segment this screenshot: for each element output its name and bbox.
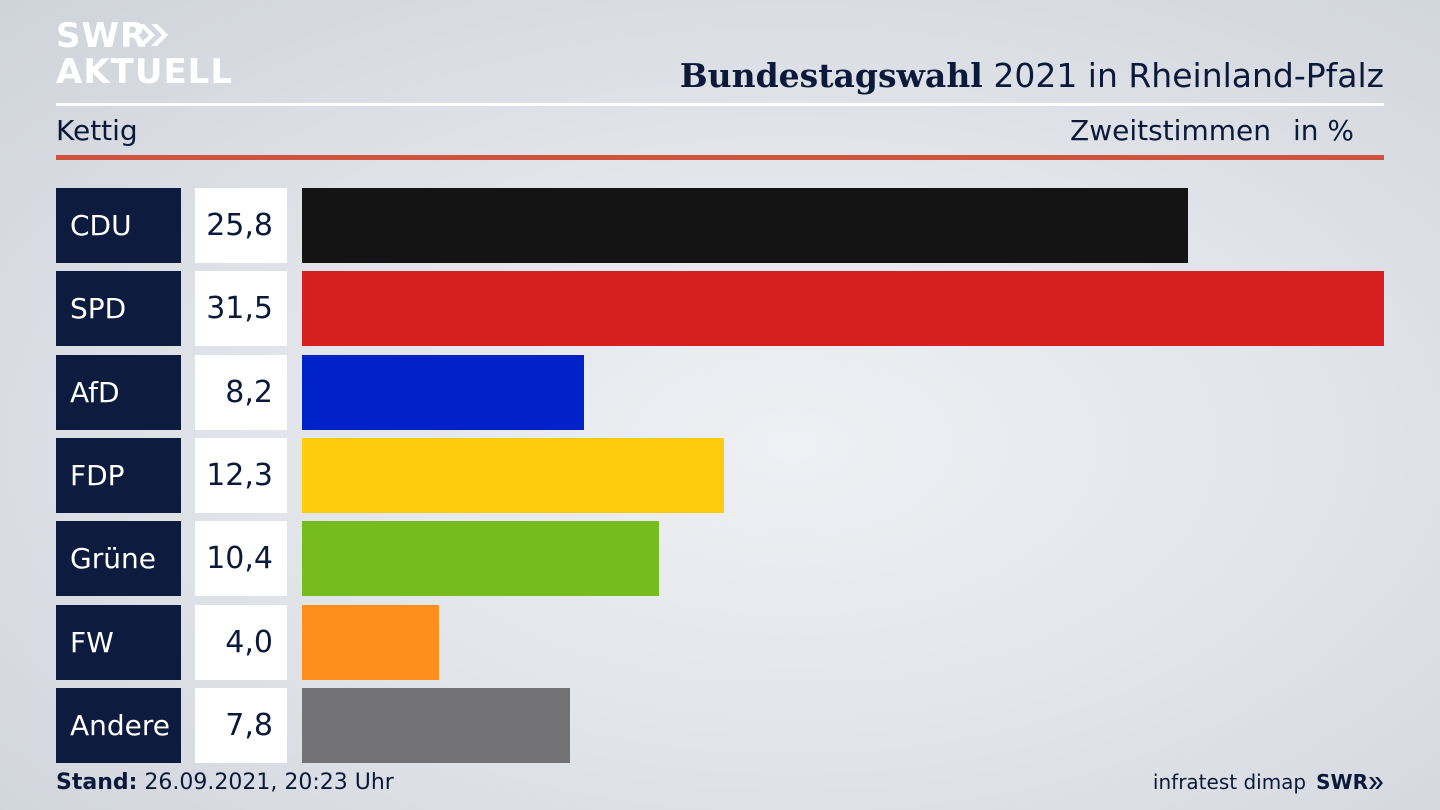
title-bold: Bundestagswahl	[679, 56, 983, 95]
bar-cdu	[302, 188, 1189, 263]
source-credit: infratest dimap SWR	[1153, 770, 1384, 794]
bar-grüne	[302, 521, 660, 597]
source-text: infratest dimap	[1152, 770, 1307, 794]
logo-line1: SWR	[56, 16, 148, 56]
party-label: CDU	[56, 188, 181, 263]
place-label: Kettig	[56, 114, 138, 147]
bar-fw	[302, 604, 440, 680]
bar-row: CDU 25,8	[56, 188, 1384, 263]
party-label: Andere	[56, 687, 181, 763]
logo-line2: AKTUELL	[56, 52, 234, 92]
double-chevron-icon	[1369, 777, 1383, 789]
value-label: 4,0	[195, 604, 287, 680]
bar-row: SPD 31,5	[56, 271, 1384, 347]
party-label: AfD	[56, 354, 181, 430]
title-rest: 2021 in Rheinland-Pfalz	[982, 56, 1384, 95]
value-label: 10,4	[195, 521, 287, 597]
bar-afd	[302, 354, 584, 430]
chart-title: Bundestagswahl 2021 in Rheinland-Pfalz	[680, 56, 1384, 95]
bar-row: Andere 7,8	[56, 687, 1384, 763]
measure-label: Zweitstimmen in %	[1070, 114, 1354, 147]
value-label: 31,5	[195, 271, 287, 347]
stand-label: Stand:	[56, 770, 138, 795]
bar-row: FDP 12,3	[56, 437, 1384, 513]
bar-andere	[302, 687, 570, 763]
timestamp: Stand: 26.09.2021, 20:23 Uhr	[56, 770, 394, 795]
party-label: FW	[56, 604, 181, 680]
unit-text: in %	[1292, 114, 1354, 147]
party-label: FDP	[56, 437, 181, 513]
value-label: 12,3	[195, 437, 287, 513]
value-label: 7,8	[195, 687, 287, 763]
measure-text: Zweitstimmen	[1070, 114, 1271, 147]
value-label: 8,2	[195, 354, 287, 430]
swr-aktuell-logo: SWR AKTUELL	[56, 16, 232, 92]
bar-spd	[302, 271, 1384, 347]
bar-row: Grüne 10,4	[56, 521, 1384, 597]
value-label: 25,8	[195, 188, 287, 263]
accent-divider	[56, 155, 1384, 160]
bar-row: AfD 8,2	[56, 354, 1384, 430]
party-label: Grüne	[56, 521, 181, 597]
swr-brand: SWR	[1316, 770, 1368, 794]
stand-value: 26.09.2021, 20:23 Uhr	[137, 770, 394, 795]
double-chevron-icon	[138, 24, 168, 46]
bar-fdp	[302, 437, 725, 513]
bar-row: FW 4,0	[56, 604, 1384, 680]
header-divider	[56, 103, 1384, 106]
party-label: SPD	[56, 271, 181, 347]
